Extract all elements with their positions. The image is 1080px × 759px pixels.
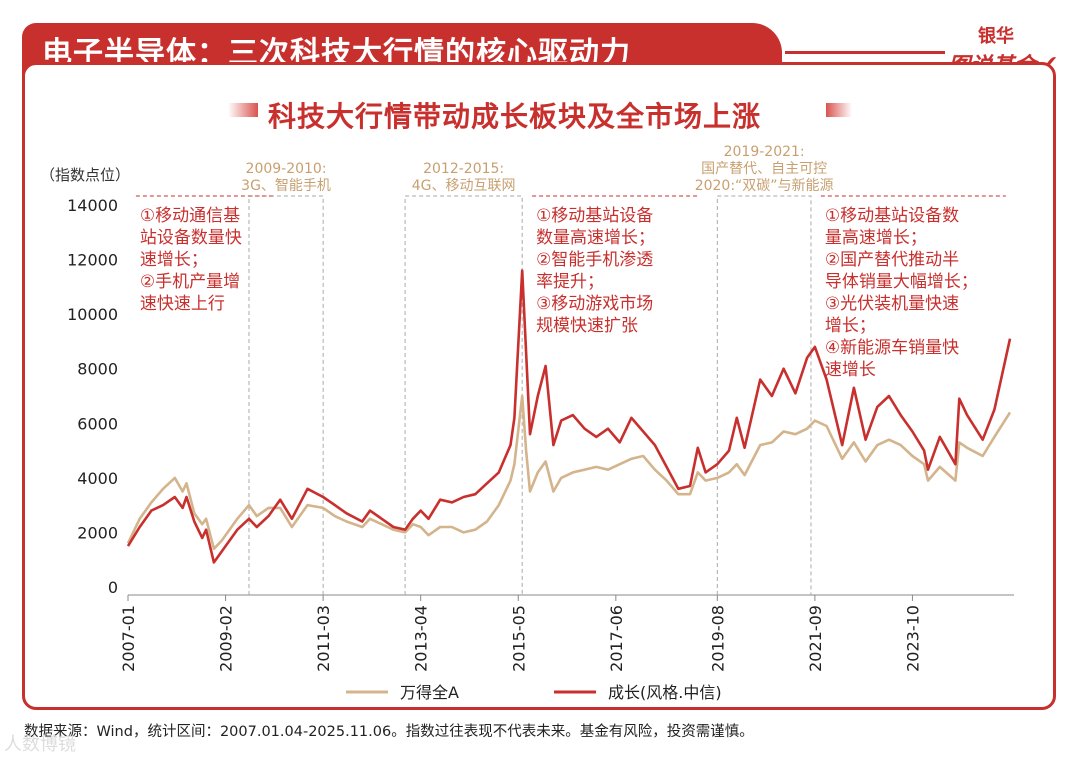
period-label: 4G、移动互联网 xyxy=(412,178,516,194)
watermark: 人数博镜 xyxy=(4,734,76,755)
y-tick-label: 2000 xyxy=(77,523,118,542)
period-label: 国产替代、自主可控 xyxy=(701,161,827,177)
annotation-text: ①移动基站设备 xyxy=(536,206,653,226)
data-source-note: 数据来源：Wind，统计区间：2007.01.04-2025.11.06。指数过… xyxy=(24,724,754,740)
annotation-text: ①移动基站设备数 xyxy=(825,206,959,226)
period-box xyxy=(716,195,812,595)
x-tick-label: 2023-10 xyxy=(903,605,922,672)
y-tick-label: 6000 xyxy=(77,414,118,433)
annotation-text: 速增长； xyxy=(140,250,208,270)
subtitle-decoration-right xyxy=(826,103,852,117)
annotation-text: 增长； xyxy=(825,316,876,336)
header-divider xyxy=(785,51,945,54)
period-label: 2012-2015: xyxy=(423,161,504,177)
annotation-text: 速增长 xyxy=(825,360,876,380)
y-axis-label: （指数点位） xyxy=(40,166,131,184)
subtitle-decoration-left xyxy=(228,103,258,117)
x-tick-label: 2019-08 xyxy=(708,605,727,672)
period-label: 2020:“双碳”与新能源 xyxy=(695,178,834,194)
y-tick-label: 0 xyxy=(108,578,118,597)
period-box xyxy=(248,195,324,595)
annotation-text: 速快速上行 xyxy=(140,294,225,314)
series-line-growth xyxy=(126,269,1012,564)
annotation-text: 率提升； xyxy=(536,272,604,292)
annotation-text: 量高速增长； xyxy=(825,228,927,248)
y-tick-label: 14000 xyxy=(67,196,118,215)
y-tick-label: 4000 xyxy=(77,469,118,488)
chart-title: 科技大行情带动成长板块及全市场上涨 xyxy=(268,100,762,133)
x-tick-label: 2021-09 xyxy=(806,605,825,672)
annotation-text: 导体销量大幅增长； xyxy=(825,272,978,292)
annotation-text: ①移动通信基 xyxy=(140,206,240,226)
x-tick-label: 2007-01 xyxy=(119,605,138,672)
x-tick-label: 2013-04 xyxy=(412,605,431,672)
annotation-text: ②手机产量增 xyxy=(140,272,240,292)
legend-label: 成长(风格.中信) xyxy=(608,683,722,702)
annotation-text: ②国产替代推动半 xyxy=(825,250,959,270)
annotation-text: ③移动游戏市场 xyxy=(536,294,653,314)
legend-label: 万得全A xyxy=(400,683,459,702)
period-label: 3G、智能手机 xyxy=(241,178,331,194)
annotation-text: ④新能源车销量快 xyxy=(825,338,959,358)
series-line-wind-all-a xyxy=(126,394,1012,551)
period-box xyxy=(404,195,523,595)
x-tick-label: 2011-03 xyxy=(314,605,333,672)
y-tick-label: 8000 xyxy=(77,360,118,379)
x-tick-label: 2009-02 xyxy=(217,605,236,672)
period-label: 2009-2010: xyxy=(246,161,327,177)
y-tick-label: 12000 xyxy=(67,251,118,270)
period-label: 2019-2021: xyxy=(724,144,805,160)
annotation-text: ②智能手机渗透 xyxy=(536,250,653,270)
annotation-text: 数量高速增长； xyxy=(536,228,655,248)
y-tick-label: 10000 xyxy=(67,305,118,324)
annotation-text: 站设备数量快 xyxy=(140,228,242,248)
annotation-text: ③光伏装机量快速 xyxy=(825,294,959,314)
x-tick-label: 2015-05 xyxy=(509,605,528,672)
chart-card xyxy=(22,62,1056,710)
x-tick-label: 2017-06 xyxy=(607,605,626,672)
annotation-text: 规模快速扩张 xyxy=(536,316,638,336)
brand-logo-top: 银华 xyxy=(978,26,1014,47)
